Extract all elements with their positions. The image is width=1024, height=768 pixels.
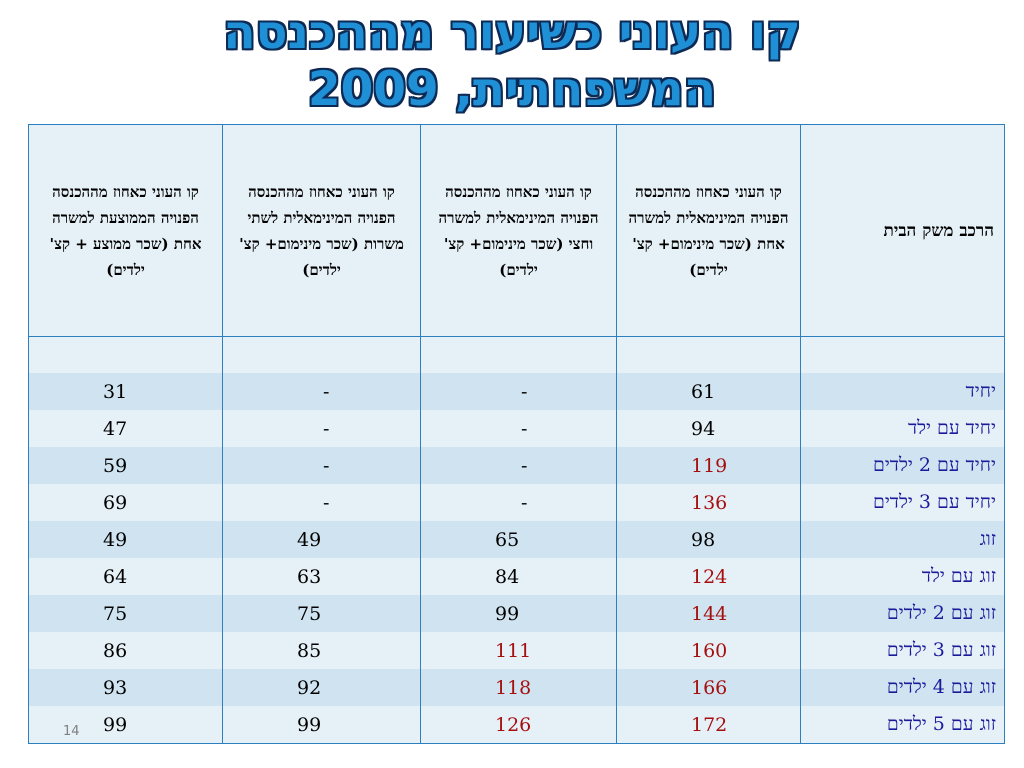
poverty-line-table: הרכב משק הבית קו העוני כאחוז מההכנסה הפנ… xyxy=(28,124,1005,744)
two-minimum-wage-cell: 49 xyxy=(222,521,421,558)
household-label-cell: יחיד xyxy=(800,373,1005,410)
spacer-cell xyxy=(616,336,801,373)
one-average-wage-cell: 64 xyxy=(28,558,223,595)
table-row: זוג עם ילד 124 84 63 64 xyxy=(28,558,1005,595)
one-minimum-wage-cell: 144 xyxy=(616,595,801,632)
two-minimum-wage-cell: 63 xyxy=(222,558,421,595)
two-minimum-wage-cell: - xyxy=(222,410,421,447)
one-minimum-wage-cell: 136 xyxy=(616,484,801,521)
spacer-cell xyxy=(420,336,617,373)
two-minimum-wage-cell: 75 xyxy=(222,595,421,632)
one-and-half-minimum-wage-cell: 118 xyxy=(420,669,617,706)
slide-title: קו העוני כשיעור מההכנסה המשפחתית, 2009 xyxy=(0,4,1024,122)
table-row: יחיד עם 3 ילדים 136- -69 xyxy=(28,484,1005,521)
header-one-and-half-minimum-wage-jobs: קו העוני כאחוז מההכנסה הפנויה המינימאלית… xyxy=(420,124,617,337)
household-label-cell: זוג עם 2 ילדים xyxy=(800,595,1005,632)
one-minimum-wage-cell: 160 xyxy=(616,632,801,669)
table-row: זוג 98 65 49 49 xyxy=(28,521,1005,558)
title-line-1: קו העוני כשיעור מההכנסה xyxy=(223,5,801,60)
one-and-half-minimum-wage-cell: 126 xyxy=(420,706,617,744)
two-minimum-wage-cell: 92 xyxy=(222,669,421,706)
household-label-cell: יחיד עם 3 ילדים xyxy=(800,484,1005,521)
one-average-wage-cell: 93 xyxy=(28,669,223,706)
spacer-cell xyxy=(28,336,223,373)
one-and-half-minimum-wage-cell: - xyxy=(420,484,617,521)
one-average-wage-cell: 31 xyxy=(28,373,223,410)
one-minimum-wage-cell: 166 xyxy=(616,669,801,706)
one-average-wage-cell: 75 xyxy=(28,595,223,632)
one-minimum-wage-cell: 124 xyxy=(616,558,801,595)
household-label-cell: זוג עם 3 ילדים xyxy=(800,632,1005,669)
one-minimum-wage-cell: 94 xyxy=(616,410,801,447)
one-and-half-minimum-wage-cell: - xyxy=(420,410,617,447)
header-one-average-wage-job: קו העוני כאחוז מההכנסה הפנויה הממוצעת למ… xyxy=(28,124,223,337)
one-and-half-minimum-wage-cell: - xyxy=(420,447,617,484)
one-and-half-minimum-wage-cell: - xyxy=(420,373,617,410)
household-label-cell: זוג עם 4 ילדים xyxy=(800,669,1005,706)
table-row: יחיד עם ילד 94- -47 xyxy=(28,410,1005,447)
table-header-row: הרכב משק הבית קו העוני כאחוז מההכנסה הפנ… xyxy=(28,124,1005,337)
table-row: יחיד 61- -31 xyxy=(28,373,1005,410)
two-minimum-wage-cell: - xyxy=(222,447,421,484)
header-two-minimum-wage-jobs: קו העוני כאחוז מההכנסה הפנויה המינימאלית… xyxy=(222,124,421,337)
one-minimum-wage-cell: 98 xyxy=(616,521,801,558)
title-line-2: המשפחתית, 2009 xyxy=(307,62,717,117)
spacer-cell xyxy=(222,336,421,373)
one-minimum-wage-cell: 119 xyxy=(616,447,801,484)
household-label-cell: זוג xyxy=(800,521,1005,558)
table-row: זוג עם 3 ילדים 160 111 85 86 xyxy=(28,632,1005,669)
table-spacer-row xyxy=(28,336,1005,373)
table-row: יחיד עם 2 ילדים 119- -59 xyxy=(28,447,1005,484)
spacer-cell xyxy=(800,336,1005,373)
household-label-cell: זוג עם 5 ילדים xyxy=(800,706,1005,744)
two-minimum-wage-cell: - xyxy=(222,373,421,410)
table-row: זוג עם 5 ילדים 172 126 99 99 xyxy=(28,706,1005,744)
two-minimum-wage-cell: 85 xyxy=(222,632,421,669)
one-average-wage-cell: 47 xyxy=(28,410,223,447)
table-row: זוג עם 4 ילדים 166 118 92 93 xyxy=(28,669,1005,706)
two-minimum-wage-cell: - xyxy=(222,484,421,521)
one-minimum-wage-cell: 172 xyxy=(616,706,801,744)
one-average-wage-cell: 69 xyxy=(28,484,223,521)
household-label-cell: יחיד עם 2 ילדים xyxy=(800,447,1005,484)
one-and-half-minimum-wage-cell: 99 xyxy=(420,595,617,632)
page-number: 14 xyxy=(63,724,80,739)
one-and-half-minimum-wage-cell: 65 xyxy=(420,521,617,558)
one-average-wage-cell: 99 xyxy=(28,706,223,744)
header-one-minimum-wage-job: קו העוני כאחוז מההכנסה הפנויה המינימאלית… xyxy=(616,124,801,337)
header-household-composition: הרכב משק הבית xyxy=(800,124,1005,337)
table-row: זוג עם 2 ילדים 144 99 75 75 xyxy=(28,595,1005,632)
one-and-half-minimum-wage-cell: 111 xyxy=(420,632,617,669)
one-minimum-wage-cell: 61 xyxy=(616,373,801,410)
one-average-wage-cell: 59 xyxy=(28,447,223,484)
household-label-cell: זוג עם ילד xyxy=(800,558,1005,595)
two-minimum-wage-cell: 99 xyxy=(222,706,421,744)
household-label-cell: יחיד עם ילד xyxy=(800,410,1005,447)
one-and-half-minimum-wage-cell: 84 xyxy=(420,558,617,595)
one-average-wage-cell: 49 xyxy=(28,521,223,558)
one-average-wage-cell: 86 xyxy=(28,632,223,669)
